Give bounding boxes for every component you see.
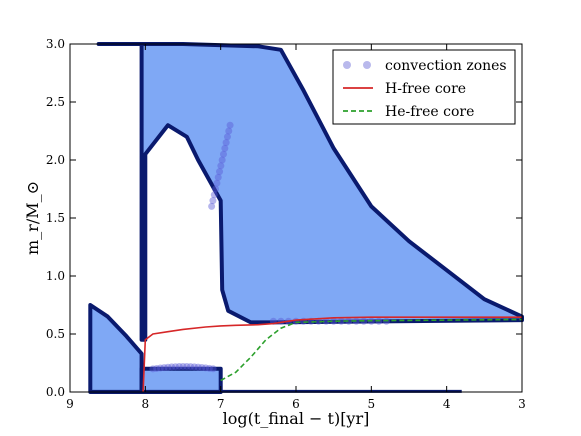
convection-dot-16 bbox=[153, 364, 161, 372]
convection-dot-27 bbox=[194, 363, 202, 371]
convection-dot-23 bbox=[179, 362, 187, 370]
convection-dot-14 bbox=[226, 121, 234, 129]
convection-dot-17 bbox=[156, 364, 164, 372]
convection-dot-40 bbox=[330, 317, 338, 325]
convection-dot-13 bbox=[225, 127, 233, 135]
legend: convection zones H-free core He-free core bbox=[332, 49, 516, 125]
y-tick-label-6: 3.0 bbox=[46, 37, 65, 51]
convection-dot-3 bbox=[212, 185, 220, 193]
convection-dot-6 bbox=[216, 168, 224, 176]
convection-dot-29 bbox=[202, 364, 210, 372]
convection-dot-42 bbox=[345, 317, 353, 325]
y-tick-label-3: 1.5 bbox=[46, 211, 65, 225]
x-tick-label-4: 5 bbox=[368, 397, 376, 411]
x-tick-label-6: 3 bbox=[518, 397, 526, 411]
convection-dot-1 bbox=[209, 197, 217, 205]
convection-dot-20 bbox=[168, 363, 176, 371]
convection-dot-9 bbox=[219, 150, 227, 158]
plot-area bbox=[88, 42, 524, 394]
legend-marker-b-0 bbox=[363, 61, 371, 69]
x-tick-label-3: 6 bbox=[292, 397, 300, 411]
convection-dot-2 bbox=[210, 191, 218, 199]
convection-region-1 bbox=[88, 303, 144, 394]
convection-dot-4 bbox=[213, 179, 221, 187]
x-axis-label: log(t_final − t)[yr] bbox=[223, 409, 370, 428]
convection-dot-30 bbox=[205, 364, 213, 372]
y-tick-label-1: 0.5 bbox=[46, 327, 65, 341]
x-tick-label-2: 7 bbox=[217, 397, 225, 411]
h-free-core-line bbox=[142, 316, 522, 393]
convection-dot-8 bbox=[218, 156, 226, 164]
x-tick-label-1: 8 bbox=[142, 397, 150, 411]
convection-dot-7 bbox=[217, 162, 225, 170]
axis-ticks: 9 8 7 6 5 4 3 0.0 0.5 1.0 1.5 2.0 2.5 3.0 bbox=[46, 37, 526, 411]
convection-dot-31 bbox=[209, 365, 217, 373]
y-tick-label-4: 2.0 bbox=[46, 153, 65, 167]
convection-region-0 bbox=[96, 42, 524, 342]
y-tick-label-2: 1.0 bbox=[46, 269, 65, 283]
convection-dot-10 bbox=[221, 144, 229, 152]
convection-dot-15 bbox=[149, 365, 157, 373]
convection-dot-5 bbox=[214, 173, 222, 181]
convection-dot-22 bbox=[175, 363, 183, 371]
legend-label-0: convection zones bbox=[385, 58, 507, 74]
y-tick-label-0: 0.0 bbox=[46, 385, 65, 399]
y-axis-label: m_r/M_⊙ bbox=[23, 181, 42, 255]
legend-marker-0 bbox=[343, 61, 351, 69]
convection-dot-25 bbox=[187, 363, 195, 371]
convection-dot-33 bbox=[277, 317, 285, 325]
convection-dot-19 bbox=[164, 363, 172, 371]
he-free-core-line bbox=[220, 318, 523, 382]
legend-label-1: H-free core bbox=[385, 81, 466, 97]
convection-dot-18 bbox=[160, 364, 168, 372]
convection-dot-24 bbox=[183, 363, 191, 371]
convection-dot-28 bbox=[198, 363, 206, 371]
x-tick-label-5: 4 bbox=[443, 397, 451, 411]
convection-dot-12 bbox=[223, 133, 231, 141]
convection-dot-39 bbox=[322, 317, 330, 325]
x-tick-label-0: 9 bbox=[66, 397, 74, 411]
convection-dot-41 bbox=[337, 317, 345, 325]
convection-dot-21 bbox=[171, 363, 179, 371]
y-tick-label-5: 2.5 bbox=[46, 95, 65, 109]
convection-dot-26 bbox=[190, 363, 198, 371]
convection-dot-0 bbox=[208, 202, 216, 210]
legend-label-2: He-free core bbox=[385, 104, 474, 120]
convection-dot-11 bbox=[222, 139, 230, 147]
